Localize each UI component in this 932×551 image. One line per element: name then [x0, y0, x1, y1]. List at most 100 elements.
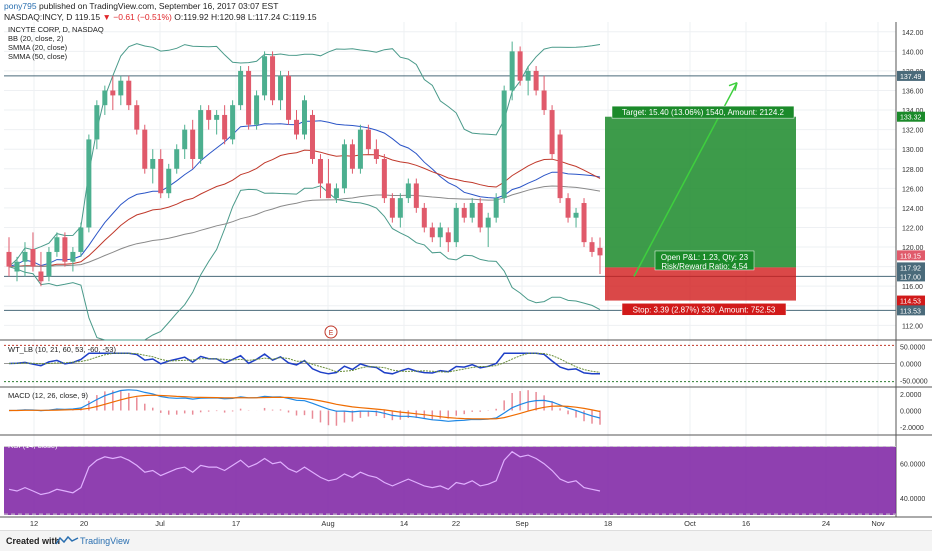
candle-body [589, 242, 595, 252]
candle-body [78, 227, 84, 252]
candle-body [333, 188, 339, 199]
rsi-line [8, 450, 601, 496]
candle-body [222, 114, 228, 140]
legend-smma50: SMMA (50, close) [8, 52, 68, 61]
price-tick-label: 112.00 [902, 323, 923, 330]
wt1-line [8, 352, 600, 375]
candle-body [302, 100, 307, 135]
candle-body [469, 203, 475, 218]
footer-brand[interactable]: TradingView [80, 536, 130, 546]
candle-body [190, 129, 196, 159]
price-label-tag [897, 111, 925, 122]
candle-body [445, 232, 451, 243]
candle-body [373, 149, 379, 159]
candle-body [397, 198, 403, 218]
time-tick-label: Oct [684, 519, 697, 528]
time-tick-label: Jul [155, 519, 165, 528]
candle-body [294, 119, 300, 135]
price-label-tag [897, 305, 925, 316]
price-tick-label: 136.00 [902, 88, 924, 95]
candle-body [349, 144, 355, 169]
price-label-tag [897, 262, 925, 273]
close-value: C:119.15 [282, 12, 317, 22]
author-link[interactable]: pony795 [4, 1, 37, 11]
candle-body [270, 56, 276, 101]
candle-body [166, 168, 172, 194]
candle-body [54, 237, 60, 252]
candle-body [142, 129, 148, 169]
target-label-box: Target: 15.40 (13.06%) 1540, Amount: 212… [611, 105, 795, 119]
legend-title: INCYTE CORP, D, NASDAQ [8, 25, 104, 34]
macd-tick-label: -2.0000 [900, 425, 924, 432]
candle-body [30, 249, 36, 267]
candle-body [581, 203, 587, 243]
time-tick-label: 20 [80, 519, 88, 528]
stop-label-box: Stop: 3.39 (2.87%) 339, Amount: 752.53 [621, 303, 787, 316]
candle-body [317, 158, 323, 184]
candle-body [597, 247, 603, 256]
candle-body [405, 183, 411, 199]
candle-body [6, 251, 12, 267]
open-value: O:119.92 [174, 12, 209, 22]
candle-body [198, 110, 204, 159]
candle-body [110, 90, 116, 96]
candle-body [381, 158, 387, 199]
wt2-line [8, 352, 601, 373]
time-tick-label: 22 [452, 519, 460, 528]
symbol-label: NASDAQ:INCY, D [4, 12, 73, 22]
candle-body [278, 75, 284, 101]
candle-body [286, 75, 292, 120]
price-tick-label: 120.00 [902, 245, 924, 252]
rr-label: Risk/Reward Ratio: 4.54 [661, 262, 748, 271]
macd-legend: MACD (12, 26, close, 9) [8, 391, 89, 400]
candle-body [94, 105, 100, 140]
candle-body [501, 90, 507, 199]
macd-signal-line [9, 394, 601, 420]
candle-body [493, 198, 499, 218]
candle-body [174, 149, 180, 169]
earnings-marker-label: E [329, 330, 334, 337]
legend-smma20: SMMA (20, close) [8, 43, 68, 52]
smma50-line [8, 185, 601, 268]
candle-body [230, 105, 236, 140]
price-tick-label: 126.00 [902, 186, 924, 193]
candle-body [341, 144, 347, 189]
time-tick-label: 24 [822, 519, 830, 528]
price-label-tag [897, 271, 925, 282]
candle-body [429, 227, 435, 238]
price-label-text: 137.49 [900, 74, 922, 81]
bb-lower-line [8, 185, 601, 341]
candle-body [86, 139, 92, 228]
candle-body [206, 110, 212, 120]
candle-body [158, 158, 164, 194]
candle-body [238, 70, 244, 106]
candle-body [126, 80, 132, 106]
price-label-tag [897, 295, 925, 306]
published-text: published on TradingView.com, September … [39, 1, 279, 11]
time-tick-label: 14 [400, 519, 408, 528]
low-value: L:117.24 [247, 12, 281, 22]
price-label-text: 114.53 [900, 299, 921, 306]
candle-body [214, 114, 220, 120]
price-tick-label: 132.00 [902, 128, 924, 135]
time-tick-label: Sep [515, 519, 528, 528]
candle-body [134, 105, 140, 130]
candle-body [22, 251, 28, 262]
footer-created: Created with [6, 536, 61, 546]
candle-body [477, 203, 483, 228]
candle-body [102, 90, 108, 106]
candle-body [453, 207, 459, 243]
candle-body [421, 207, 427, 228]
candle-body [46, 251, 52, 277]
candle-body [533, 70, 539, 91]
chart-area[interactable]: Target: 15.40 (13.06%) 1540, Amount: 212… [0, 22, 932, 530]
candle-body [14, 261, 20, 272]
time-tick-label: 12 [30, 519, 38, 528]
candle-body [573, 212, 579, 218]
bb-upper-line [8, 43, 601, 267]
rsi-tick-label: 60.0000 [900, 462, 925, 469]
candle-body [549, 110, 555, 155]
wt-tick-label: -50.0000 [900, 379, 928, 386]
candle-body [262, 56, 268, 96]
price-label-text: 117.00 [900, 274, 921, 281]
